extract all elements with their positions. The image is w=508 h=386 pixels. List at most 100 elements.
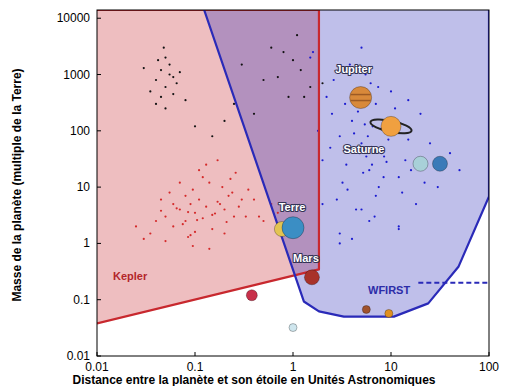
region-label: Kepler [113,270,148,282]
data-point [247,189,249,191]
data-point [160,69,162,71]
data-point [160,96,162,98]
data-point [164,215,166,217]
x-tick-label: 0.1 [187,360,204,374]
region-label: WFIRST [368,284,410,296]
data-point [321,159,323,161]
data-point [211,214,213,216]
data-point [321,203,323,205]
data-point [205,164,207,166]
data-point [377,86,379,88]
data-point [351,238,353,240]
data-point [339,242,341,244]
data-point [344,103,346,105]
data-point [331,113,333,115]
data-point [398,176,400,178]
data-point [309,86,311,88]
y-tick-label: 1000 [63,68,90,82]
planet-ring [369,117,412,136]
y-tick [97,187,101,188]
data-point [196,219,198,221]
data-point [415,203,417,205]
data-point [241,64,243,66]
data-point [149,90,151,92]
data-point [208,182,210,184]
x-tick-label: 1 [290,360,297,374]
data-point [211,135,213,137]
data-point [172,203,174,205]
series-2 [309,47,460,245]
x-tick [195,352,196,356]
data-point [229,178,231,180]
data-point [241,199,243,201]
data-point [179,208,181,210]
data-point [231,191,233,193]
planet-label: Terre [279,201,306,213]
planet-band [351,94,371,96]
x-tick [489,352,490,356]
planet [413,156,428,171]
data-point [258,215,260,217]
data-point [419,113,421,115]
data-point [329,147,331,149]
planet [350,87,372,109]
y-axis-title: Masse de la planète (multiple de la Terr… [10,68,24,301]
planets [246,87,447,332]
data-point [373,215,375,217]
data-point [216,201,218,203]
data-point [387,138,389,140]
data-point [157,59,159,61]
x-tick [293,352,294,356]
data-point [353,132,355,134]
data-point [189,203,191,205]
data-point [184,195,186,197]
data-point [365,155,367,157]
planet-band [351,100,371,102]
data-point [245,215,247,217]
data-point [208,248,210,250]
data-point [287,96,289,98]
data-point [235,172,237,174]
data-point [309,56,311,58]
x-tick-label: 100 [479,360,499,374]
data-point [404,159,406,161]
data-point [179,182,181,184]
data-point [282,51,284,53]
data-point [351,120,353,122]
data-point [346,189,348,191]
planet-body [385,309,393,317]
data-point [270,47,272,49]
data-point [223,232,225,234]
data-point [360,47,362,49]
planet [385,309,393,317]
data-point [184,99,186,101]
data-point [164,240,166,242]
y-tick-label: 0.1 [73,293,90,307]
data-point [375,195,377,197]
plot-background [97,10,489,356]
data-point [360,208,362,210]
data-point [458,169,460,171]
data-point [194,212,196,214]
data-point [345,164,347,166]
data-point [339,135,341,137]
data-point [143,67,145,69]
data-point [407,99,409,101]
data-point [357,110,359,112]
data-point [437,186,439,188]
data-point [368,220,370,222]
planet-body [282,217,304,239]
planet-body [432,156,447,171]
data-point [172,76,174,78]
data-point [355,208,357,210]
data-point [233,103,235,105]
data-point [262,220,264,222]
data-point [336,199,338,201]
data-point [179,71,181,73]
data-point [155,79,157,81]
data-point [339,232,341,234]
planet-body [246,290,257,301]
data-point [300,69,302,71]
data-point [385,161,387,163]
data-point [135,225,137,227]
